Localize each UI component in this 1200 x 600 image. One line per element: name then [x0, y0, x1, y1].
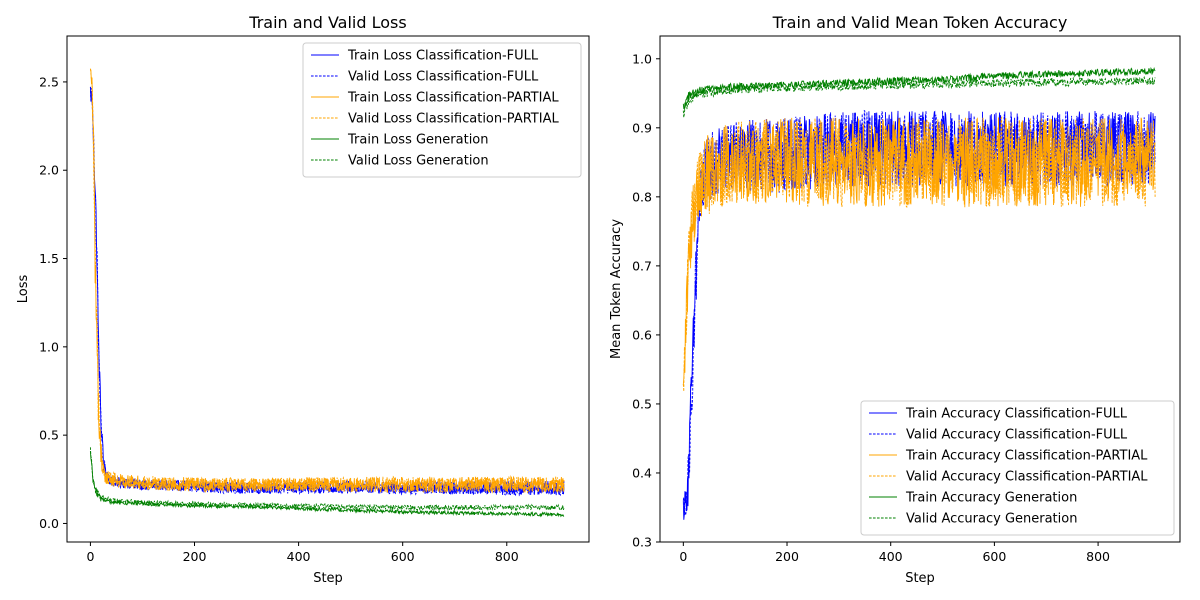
legend: Train Accuracy Classification-FULL Valid … — [860, 400, 1175, 536]
legend-entry-valid-accuracy-generation: Valid Accuracy Generation — [906, 512, 1077, 527]
y-tick-label: 2.5 — [39, 74, 59, 89]
x-tick-label: 200 — [775, 549, 799, 564]
chart-title: Train and Valid Loss — [248, 13, 406, 32]
y-tick-label: 1.0 — [632, 51, 652, 66]
y-axis-label: Mean Token Accuracy — [609, 219, 624, 359]
x-axis-label: Step — [905, 571, 935, 586]
legend-entry-valid-loss-generation: Valid Loss Generation — [348, 154, 489, 169]
x-tick-label: 800 — [1086, 549, 1110, 564]
y-tick-label: 0.3 — [632, 535, 652, 550]
y-tick-label: 0.9 — [632, 120, 652, 135]
x-tick-label: 400 — [879, 549, 903, 564]
legend-entry-valid-accuracy-classification-partial: Valid Accuracy Classification-PARTIAL — [906, 470, 1148, 485]
y-tick-label: 2.0 — [39, 163, 59, 178]
chart-title: Train and Valid Mean Token Accuracy — [772, 13, 1068, 32]
x-axis-label: Step — [313, 571, 343, 586]
y-tick-label: 1.0 — [39, 339, 59, 354]
x-tick-label: 600 — [982, 549, 1006, 564]
series-line-train-accuracy-generation — [682, 66, 1156, 111]
y-tick-label: 0.5 — [39, 428, 59, 443]
axes-frame — [659, 35, 1181, 543]
x-tick-label: 0 — [679, 549, 687, 564]
series-line-valid-accuracy-classification-partial — [682, 116, 1156, 392]
legend-entry-train-loss-generation: Train Loss Generation — [347, 133, 489, 148]
loss-plot: 0 200 400 600 800 0.0 0.5 1.0 1.5 2.0 2.5 Train and… — [16, 13, 590, 586]
y-tick-label: 0.7 — [632, 258, 652, 273]
legend: Train Loss Classification-FULL Valid Loss… — [302, 42, 582, 178]
legend-entry-valid-loss-classification-full: Valid Loss Classification-FULL — [348, 70, 539, 85]
x-tick-label: 200 — [183, 549, 207, 564]
y-tick-label: 0.4 — [632, 465, 652, 480]
series-lines — [89, 68, 565, 518]
x-tick-label: 400 — [287, 549, 311, 564]
legend-entry-train-accuracy-generation: Train Accuracy Generation — [905, 491, 1077, 506]
legend-entry-valid-loss-classification-partial: Valid Loss Classification-PARTIAL — [348, 112, 559, 127]
y-tick-label: 0.0 — [39, 516, 59, 531]
legend-box — [860, 400, 1175, 536]
series-line-valid-loss-classification-partial — [89, 68, 565, 494]
legend-entry-train-accuracy-classification-partial: Train Accuracy Classification-PARTIAL — [905, 449, 1148, 464]
y-tick-label: 0.8 — [632, 189, 652, 204]
x-tick-label: 0 — [86, 549, 94, 564]
legend-entry-train-loss-classification-partial: Train Loss Classification-PARTIAL — [347, 91, 559, 106]
series-line-valid-loss-generation — [89, 447, 565, 512]
axes-frame — [66, 35, 590, 543]
legend-entry-train-accuracy-classification-full: Train Accuracy Classification-FULL — [905, 407, 1128, 422]
series-lines — [682, 66, 1156, 520]
y-tick-label: 1.5 — [39, 251, 59, 266]
y-axis-label: Loss — [16, 275, 31, 304]
legend-box — [302, 42, 582, 178]
x-tick-label: 600 — [391, 549, 415, 564]
y-tick-label: 0.5 — [632, 396, 652, 411]
legend-entry-valid-accuracy-classification-full: Valid Accuracy Classification-FULL — [906, 428, 1128, 443]
y-tick-label: 0.6 — [632, 327, 652, 342]
x-tick-label: 800 — [495, 549, 519, 564]
series-line-valid-accuracy-generation — [682, 75, 1156, 118]
accuracy-plot: 0 200 400 600 800 0.3 0.4 0.5 0.6 0.7 0.8 0.9 1.0 Tra… — [609, 13, 1181, 586]
legend-entry-train-loss-classification-full: Train Loss Classification-FULL — [347, 49, 539, 64]
